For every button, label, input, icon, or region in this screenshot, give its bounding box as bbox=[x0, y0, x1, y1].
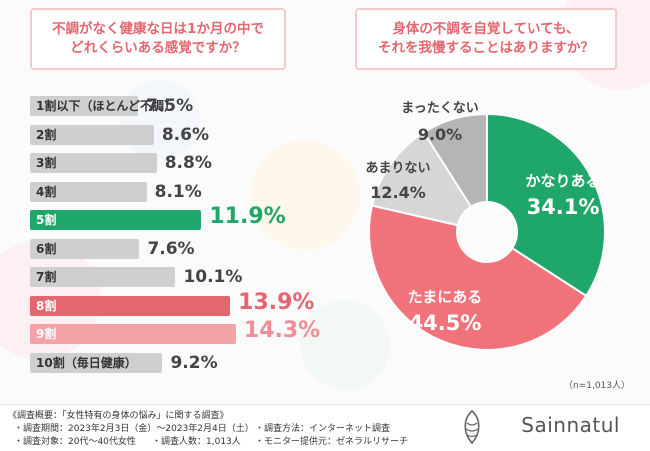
survey-footer: 《調査概要：「女性特有の身体の悩み」に関する調査》 ・調査期間：2023年2月3… bbox=[0, 404, 650, 451]
brand-logo-icon bbox=[464, 409, 480, 445]
bar bbox=[30, 238, 140, 259]
donut-value-label: 34.1% bbox=[527, 195, 600, 219]
donut-slice bbox=[368, 204, 588, 351]
bar-category-label: 6割 bbox=[36, 241, 57, 256]
survey-target: ・調査対象：20代〜40代女性 bbox=[14, 437, 136, 447]
bar-row: 6割 7.6% bbox=[30, 238, 219, 259]
bar bbox=[30, 324, 236, 344]
bar-category-label: 5割 bbox=[36, 213, 57, 227]
survey-count: ・調査人数：1,013人 bbox=[152, 437, 241, 447]
bar bbox=[30, 295, 231, 316]
right-question-line1: 身体の不調を自覚していても、 bbox=[392, 21, 580, 37]
survey-method: ・調査方法：インターネット調査 bbox=[255, 424, 391, 434]
bar-category-label: 2割 bbox=[36, 127, 57, 142]
bar-row: 4割 8.1% bbox=[30, 181, 227, 202]
background-bubble bbox=[120, 80, 200, 160]
bar bbox=[30, 96, 138, 116]
bar-row: 10割（毎日健康） 9.2% bbox=[30, 352, 242, 373]
donut-slice-label: あまりない bbox=[365, 161, 430, 176]
bar-category-label: 1割以下（ほとんど不調） bbox=[36, 99, 176, 113]
bar bbox=[30, 124, 154, 145]
bar-row: 3割 8.8% bbox=[30, 153, 237, 173]
bar bbox=[30, 181, 147, 202]
bar-category-label: 3割 bbox=[36, 156, 57, 170]
bar-category-label: 7割 bbox=[36, 270, 57, 284]
bar bbox=[30, 210, 202, 230]
bar-category-label: 9割 bbox=[36, 327, 57, 341]
donut-slice bbox=[370, 130, 473, 227]
left-question-line2: どれくらいある感覚ですか？ bbox=[70, 40, 246, 56]
bar-value-label: 11.9% bbox=[209, 204, 286, 229]
survey-title: 《調査概要：「女性特有の身体の悩み」に関する調査》 bbox=[8, 411, 229, 421]
bar-row: 8割 13.9% bbox=[30, 290, 314, 316]
donut-slice bbox=[422, 112, 488, 209]
brand-name: Sainnatul bbox=[521, 413, 620, 437]
bar-value-label: 8.1% bbox=[154, 181, 202, 202]
bar-row: 2割 8.6% bbox=[30, 124, 234, 145]
bar-row: 5割 11.9% bbox=[30, 204, 286, 230]
bar-value-label: 13.9% bbox=[238, 289, 315, 315]
right-question-box: 身体の不調を自覚していても、 それを我慢することはありますか？ bbox=[355, 8, 617, 70]
right-question-line2: それを我慢することはありますか？ bbox=[378, 40, 594, 56]
bar-value-label: 8.8% bbox=[164, 153, 212, 173]
bar bbox=[30, 352, 163, 373]
sample-size-note: （n=1,013人） bbox=[563, 381, 630, 391]
background-bubble bbox=[300, 300, 390, 390]
left-question-box: 不調がなく健康な日は1か月の中で どれくらいある感覚ですか？ bbox=[30, 8, 286, 70]
donut-slice-label: かなりある bbox=[525, 172, 600, 190]
donut-value-label: 44.5% bbox=[409, 311, 482, 335]
donut-value-label: 12.4% bbox=[370, 183, 426, 202]
bar-row: 9割 14.3% bbox=[30, 318, 320, 344]
donut-slice-label: まったくない bbox=[401, 101, 478, 116]
background-bubble bbox=[250, 140, 360, 250]
bar-category-label: 8割 bbox=[36, 298, 57, 313]
bar-value-label: 7.6% bbox=[147, 238, 195, 259]
survey-provider: ・モニター提供元：ゼネラルリサーチ bbox=[255, 437, 409, 447]
donut-value-label: 9.0% bbox=[418, 125, 462, 144]
bar-value-label: 8.6% bbox=[161, 124, 209, 145]
donut-slice-label: たまにある bbox=[408, 288, 483, 306]
bar-value-label: 9.2% bbox=[170, 352, 218, 373]
bar-category-label: 10割（毎日健康） bbox=[36, 355, 137, 370]
left-question-line1: 不調がなく健康な日は1か月の中で bbox=[52, 21, 264, 37]
bar-value-label: 7.5% bbox=[146, 96, 194, 116]
bar-row: 7割 10.1% bbox=[30, 267, 255, 287]
bar bbox=[30, 153, 157, 173]
bar-row: 1割以下（ほとんど不調） 7.5% bbox=[30, 96, 218, 116]
bar-category-label: 4割 bbox=[36, 184, 57, 199]
bar-value-label: 10.1% bbox=[183, 267, 243, 287]
bar bbox=[30, 267, 176, 287]
survey-period: ・調査期間：2023年2月3日（金）〜2023年2月4日（土） bbox=[14, 424, 254, 434]
bar-value-label: 14.3% bbox=[243, 318, 321, 343]
